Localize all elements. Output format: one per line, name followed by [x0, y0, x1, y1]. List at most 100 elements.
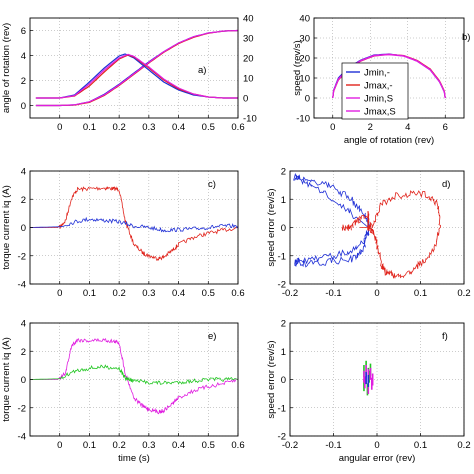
chart-a-xtick-label-4: 0.4 — [172, 122, 185, 133]
chart-b-ytick-label-4: 30 — [299, 34, 310, 45]
chart-b-panel-label: b) — [462, 32, 470, 43]
chart-d-series-1 — [341, 190, 441, 279]
chart-e-xtick-label-5: 0.5 — [202, 440, 215, 451]
chart-f-ytick-label-2: 0 — [281, 375, 286, 386]
chart-c-xtick-label-0: 0 — [57, 288, 62, 299]
chart-b-ylabel: speed (rev/s) — [292, 40, 303, 95]
chart-d-xtick-label-0: -0.2 — [282, 288, 298, 299]
chart-e-xtick-label-4: 0.4 — [172, 440, 185, 451]
chart-d-ytick-label-3: 1 — [281, 195, 286, 206]
chart-a-xtick-label-1: 0.1 — [83, 122, 96, 133]
chart-a-xtick-label-6: 0.6 — [231, 122, 244, 133]
chart-f-xtick-label-1: -0.1 — [325, 440, 341, 451]
chart-b-xlabel: angle of rotation (rev) — [344, 135, 434, 146]
chart-e-ylabel: torque current iq (A) — [1, 337, 12, 421]
chart-b-legend-label-3: Jmax,S — [364, 107, 396, 118]
chart-e-ytick-label-2: 0 — [21, 375, 26, 386]
chart-b-ytick-label-1: 0 — [305, 94, 310, 105]
chart-a-y2tick-label-1: 0 — [243, 94, 248, 105]
chart-a-y2tick-label-4: 30 — [243, 34, 254, 45]
chart-b-xtick-label-2: 4 — [405, 122, 410, 133]
chart-b-ytick-label-5: 40 — [299, 14, 310, 25]
chart-a-xtick-label-0: 0 — [57, 122, 62, 133]
chart-a-y2tick-label-2: 10 — [243, 74, 254, 85]
chart-c-xtick-label-3: 0.3 — [142, 288, 155, 299]
chart-a-plot-frame — [29, 17, 239, 119]
chart-c-xtick-label-5: 0.5 — [202, 288, 215, 299]
chart-e-xtick-label-2: 0.2 — [113, 440, 126, 451]
chart-c-panel-label: c) — [208, 179, 216, 190]
chart-c-series-0 — [30, 186, 239, 261]
chart-e-series-0 — [30, 337, 239, 415]
chart-d-xtick-label-2: 0 — [374, 288, 379, 299]
chart-e-xtick-label-3: 0.3 — [142, 440, 155, 451]
chart-f-ytick-label-3: 1 — [281, 347, 286, 358]
chart-f-xtick-label-0: -0.2 — [282, 440, 298, 451]
chart-c-ytick-label-4: 4 — [21, 167, 26, 178]
chart-c-ylabel: torque current iq (A) — [1, 185, 12, 269]
chart-b-legend-label-2: Jmin,S — [364, 94, 393, 105]
chart-c-ytick-label-1: -2 — [18, 251, 26, 262]
chart-c-ytick-label-2: 0 — [21, 223, 26, 234]
chart-a-ytick-label-0: 0 — [21, 101, 26, 112]
chart-c-xtick-label-2: 0.2 — [113, 288, 126, 299]
chart-f-ytick-label-0: -2 — [278, 432, 286, 443]
chart-b-xtick-label-0: 0 — [330, 122, 335, 133]
chart-f-panel-label: f) — [442, 331, 448, 342]
chart-e-ytick-label-3: 2 — [21, 347, 26, 358]
chart-b-series-3 — [332, 53, 446, 99]
chart-e-xtick-label-0: 0 — [57, 440, 62, 451]
chart-e-ytick-label-0: -4 — [18, 432, 26, 443]
chart-a-ytick-label-3: 6 — [21, 26, 26, 37]
chart-f-ytick-label-4: 2 — [281, 319, 286, 330]
chart-d-ytick-label-0: -2 — [278, 280, 286, 291]
chart-d-panel-label: d) — [442, 179, 450, 190]
chart-a-y2tick-label-0: -10 — [243, 114, 257, 125]
chart-c-ytick-label-3: 2 — [21, 195, 26, 206]
chart-a-ylabel: angle of rotation (rev) — [1, 23, 12, 113]
chart-a-xtick-label-3: 0.3 — [142, 122, 155, 133]
chart-e-ytick-label-1: -2 — [18, 403, 26, 414]
chart-b-legend-label-0: Jmin,- — [364, 68, 390, 79]
chart-f-xtick-label-3: 0.1 — [414, 440, 427, 451]
chart-f-ylabel: speed error (rev/s) — [266, 340, 277, 418]
chart-e-xtick-label-1: 0.1 — [83, 440, 96, 451]
chart-f-xtick-label-2: 0 — [374, 440, 379, 451]
chart-c-xtick-label-1: 0.1 — [83, 288, 96, 299]
chart-b-ytick-label-0: -10 — [296, 114, 310, 125]
chart-a-ytick-label-2: 4 — [21, 51, 26, 62]
chart-f-ytick-label-1: -1 — [278, 403, 286, 414]
chart-a-y2tick-label-3: 20 — [243, 54, 254, 65]
chart-e-xtick-label-6: 0.6 — [231, 440, 244, 451]
chart-d-xtick-label-1: -0.1 — [325, 288, 341, 299]
chart-d-ytick-label-2: 0 — [281, 223, 286, 234]
chart-d-xtick-label-3: 0.1 — [414, 288, 427, 299]
chart-a-y2tick-label-5: 40 — [243, 14, 254, 25]
chart-c-series-1 — [29, 216, 239, 233]
chart-f-xlabel: angular error (rev) — [339, 453, 416, 464]
chart-b-xtick-label-3: 6 — [443, 122, 448, 133]
chart-c-xtick-label-6: 0.6 — [231, 288, 244, 299]
chart-e-xlabel: time (s) — [118, 453, 150, 464]
chart-d-xtick-label-4: 0.2 — [457, 288, 470, 299]
chart-a-xtick-label-5: 0.5 — [202, 122, 215, 133]
chart-e-panel-label: e) — [208, 331, 216, 342]
chart-c-ytick-label-0: -4 — [18, 280, 26, 291]
chart-f-xtick-label-4: 0.2 — [457, 440, 470, 451]
chart-b-xtick-label-1: 2 — [368, 122, 373, 133]
chart-a-xtick-label-2: 0.2 — [113, 122, 126, 133]
chart-a-series-5 — [35, 53, 238, 99]
chart-b-ytick-label-3: 20 — [299, 54, 310, 65]
chart-c-xtick-label-4: 0.4 — [172, 288, 185, 299]
chart-b-legend-label-1: Jmax,- — [364, 81, 393, 92]
chart-e-ytick-label-4: 4 — [21, 319, 26, 330]
chart-d-ylabel: speed error (rev/s) — [266, 188, 277, 266]
chart-a-series-2 — [35, 29, 239, 107]
chart-d-ytick-label-4: 2 — [281, 167, 286, 178]
chart-e-series-1 — [29, 364, 239, 385]
chart-a-panel-label: a) — [198, 65, 206, 76]
chart-b-ytick-label-2: 10 — [299, 74, 310, 85]
chart-d-ytick-label-1: -1 — [278, 251, 286, 262]
chart-a-ytick-label-1: 2 — [21, 76, 26, 87]
